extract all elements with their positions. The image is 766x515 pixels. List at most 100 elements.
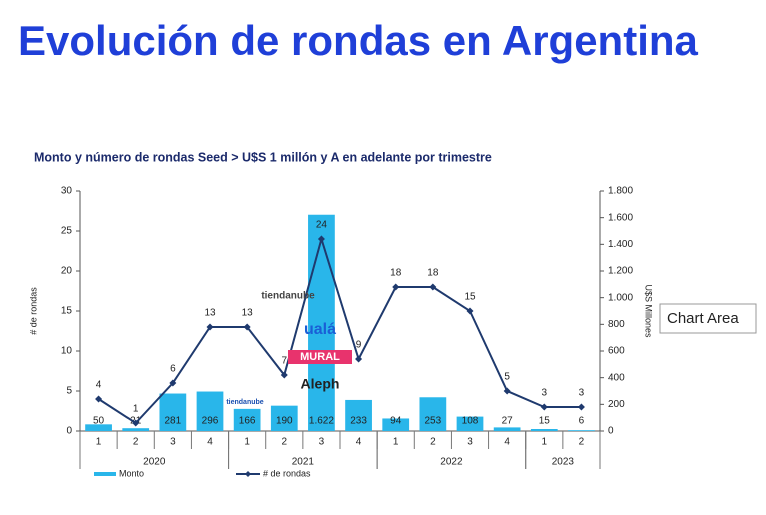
bar — [308, 214, 335, 431]
line-value-label: 18 — [427, 268, 439, 279]
bar-value-label: 296 — [202, 416, 219, 427]
x-tick-label: 3 — [319, 437, 325, 448]
bar — [568, 430, 595, 431]
y2-tick-label: 200 — [608, 399, 625, 410]
line-value-label: 5 — [504, 372, 510, 383]
tooltip-box — [659, 303, 757, 334]
line — [98, 235, 582, 425]
y2-axis-label: U$S Millones — [644, 284, 654, 338]
line-marker — [466, 307, 474, 315]
bar-value-label: 6 — [579, 416, 585, 427]
bar — [345, 399, 372, 431]
bar — [382, 418, 410, 431]
x-group-label: 2022 — [440, 457, 463, 468]
line-value-label: 1 — [133, 404, 139, 415]
bar-value-label: 50 — [93, 416, 105, 427]
y2-tick-label: 400 — [608, 372, 625, 383]
legend-label: Monto — [119, 468, 144, 478]
line-marker — [243, 323, 251, 331]
line-value-label: 4 — [96, 380, 102, 391]
y-tick-label: 0 — [66, 426, 72, 437]
bar-value-label: 281 — [165, 416, 182, 427]
y-tick-label: 30 — [61, 186, 73, 197]
x-group-label: 2021 — [292, 457, 315, 468]
bar — [85, 424, 112, 431]
bar-value-label: 190 — [276, 416, 293, 427]
x-tick-label: 1 — [96, 437, 102, 448]
line-value-label: 3 — [542, 388, 548, 399]
y2-tick-label: 0 — [608, 426, 614, 437]
tooltip: Chart Area — [667, 310, 739, 327]
bar-value-label: 15 — [539, 416, 551, 427]
y-tick-label: 15 — [61, 306, 73, 317]
bar-value-label: 108 — [462, 416, 479, 427]
page-title: Evolución de rondas en Argentina — [18, 17, 699, 64]
bar-value-label: 1.622 — [309, 416, 334, 427]
line-marker — [317, 235, 325, 243]
bar — [493, 427, 521, 431]
y2-tick-label: 1.400 — [608, 239, 633, 250]
annotation: tiendanube — [261, 291, 315, 302]
line-value-label: 13 — [242, 308, 254, 319]
y-axis-label: # de rondas — [28, 287, 38, 335]
line-marker — [503, 387, 511, 395]
bar — [159, 393, 187, 431]
legend-label: # de rondas — [263, 468, 311, 478]
y-tick-label: 20 — [61, 266, 73, 277]
line-value-label: 15 — [464, 292, 476, 303]
x-tick-label: 2 — [282, 437, 288, 448]
line-value-label: 24 — [316, 220, 328, 231]
bar — [122, 428, 150, 431]
y2-tick-label: 800 — [608, 319, 625, 330]
bar-value-label: 166 — [239, 416, 256, 427]
y-tick-label: 5 — [66, 386, 72, 397]
bar — [233, 408, 261, 431]
line-marker — [169, 379, 177, 387]
y-tick-label: 25 — [61, 226, 73, 237]
line-marker — [95, 395, 103, 403]
line-value-label: 7 — [282, 356, 288, 367]
annotation: Aleph — [301, 376, 340, 392]
annotation: tiendanube — [226, 399, 263, 406]
line-marker — [429, 283, 437, 291]
bar — [270, 405, 298, 431]
x-tick-label: 2 — [133, 437, 139, 448]
x-tick-label: 3 — [467, 437, 473, 448]
bar-value-label: 94 — [390, 416, 402, 427]
x-tick-label: 2 — [579, 437, 585, 448]
y2-tick-label: 1.600 — [608, 212, 633, 223]
x-tick-label: 1 — [393, 437, 399, 448]
line-value-label: 18 — [390, 268, 402, 279]
line-marker — [540, 403, 548, 411]
y2-tick-label: 1.000 — [608, 292, 633, 303]
line-marker — [577, 403, 585, 411]
bar-value-label: 27 — [502, 416, 514, 427]
line-value-label: 6 — [170, 364, 176, 375]
bar-value-label: 253 — [425, 416, 442, 427]
line-value-label: 13 — [204, 308, 216, 319]
y2-tick-label: 1.200 — [608, 266, 633, 277]
x-group-label: 2023 — [552, 457, 575, 468]
x-tick-label: 1 — [244, 437, 250, 448]
x-tick-label: 1 — [542, 437, 548, 448]
line-marker — [392, 283, 400, 291]
x-group-label: 2020 — [143, 457, 166, 468]
annotation: ualá — [304, 321, 336, 338]
x-tick-label: 4 — [504, 437, 510, 448]
bar — [419, 397, 447, 431]
y2-tick-label: 1.800 — [608, 186, 633, 197]
annotation: MURAL — [300, 351, 340, 363]
y2-tick-label: 600 — [608, 346, 625, 357]
line-marker — [355, 355, 363, 363]
x-tick-label: 2 — [430, 437, 436, 448]
y-tick-label: 10 — [61, 346, 73, 357]
line-value-label: 9 — [356, 340, 362, 351]
annotation-bg — [288, 350, 352, 364]
x-tick-label: 4 — [207, 437, 213, 448]
legend-swatch — [94, 472, 116, 476]
chart-title: Monto y número de rondas Seed > U$S 1 mi… — [34, 150, 492, 164]
legend-swatch — [245, 471, 251, 477]
bar-value-label: 233 — [350, 416, 367, 427]
x-tick-label: 4 — [356, 437, 362, 448]
